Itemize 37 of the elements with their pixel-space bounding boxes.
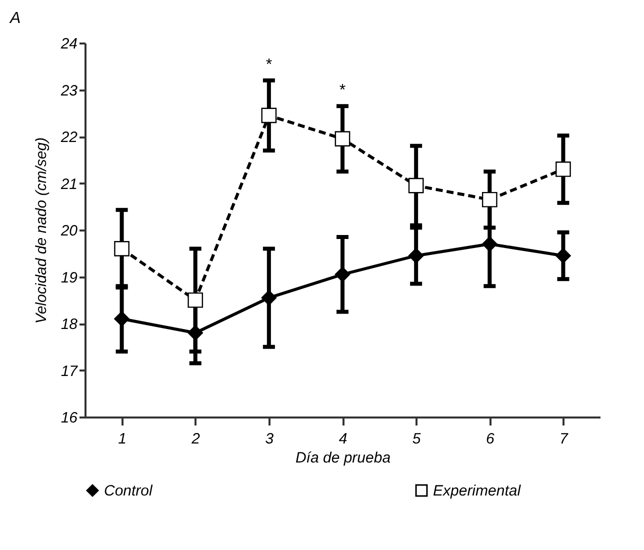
- y-tick-label: 22: [60, 129, 78, 146]
- x-tick-label: 5: [412, 430, 422, 448]
- x-tick-label: 3: [265, 430, 274, 448]
- x-tick-label: 7: [560, 430, 569, 448]
- y-tick-label: 19: [60, 269, 78, 286]
- annotation: *: [339, 82, 346, 100]
- annotation: *: [266, 56, 272, 74]
- x-tick-label: 6: [486, 430, 495, 448]
- point: [114, 241, 130, 256]
- point: [334, 131, 350, 147]
- point: [188, 325, 204, 341]
- y-tick-label: 20: [60, 222, 78, 240]
- point: [556, 248, 571, 264]
- chart-title: A: [9, 10, 21, 27]
- point: [408, 178, 424, 194]
- y-tick-label: 18: [60, 316, 78, 333]
- y-tick-label: 24: [60, 36, 78, 52]
- point: [482, 236, 498, 252]
- x-tick-label: 2: [190, 430, 201, 448]
- point: [408, 248, 424, 264]
- x-tick-label: 1: [118, 430, 126, 448]
- y-axis-title: Velocidad de nado (cm/seg): [32, 137, 50, 324]
- point: [556, 162, 571, 177]
- point: [188, 292, 204, 308]
- y-tick-label: 21: [60, 176, 78, 193]
- point: [114, 311, 130, 326]
- point: [261, 108, 277, 124]
- x-tick-label: 4: [338, 430, 348, 448]
- y-tick-label: 23: [60, 82, 78, 100]
- y-tick-label: 16: [60, 410, 78, 426]
- y-tick-label: 17: [60, 362, 78, 380]
- point: [261, 290, 277, 306]
- x-axis-title: Día de prueba: [295, 450, 391, 466]
- point: [334, 266, 350, 282]
- legend-label: Control: [104, 482, 154, 500]
- legend-label: Experimental: [433, 482, 522, 500]
- point: [482, 192, 498, 208]
